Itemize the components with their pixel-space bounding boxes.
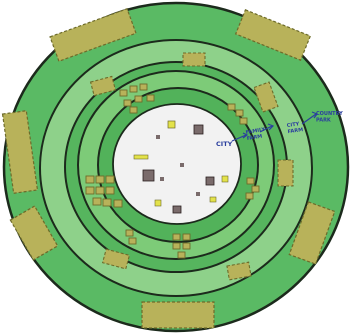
plot — [102, 198, 112, 207]
building-yellow — [133, 154, 149, 160]
plot — [227, 103, 236, 111]
plot — [139, 83, 148, 91]
field — [277, 159, 294, 187]
plot — [177, 251, 186, 259]
field — [234, 9, 312, 61]
building — [160, 177, 164, 181]
building — [172, 205, 182, 214]
building-yellow — [221, 175, 229, 183]
plot — [123, 99, 132, 107]
plot — [125, 229, 134, 237]
field — [1, 110, 39, 194]
building — [180, 163, 184, 167]
arrow-icon — [259, 125, 273, 133]
zone-labels: CITY FAMILYFARM CITYFARM COUNTRY PARK — [216, 111, 343, 148]
field — [288, 201, 336, 265]
label-country-park: COUNTRY PARK — [316, 111, 343, 123]
building-yellow — [154, 199, 162, 207]
plot — [113, 199, 123, 208]
field — [9, 205, 59, 261]
arrow-icon — [267, 123, 275, 131]
plot — [95, 175, 105, 184]
field — [89, 75, 117, 97]
plot — [105, 186, 115, 195]
plot — [245, 192, 254, 200]
building — [156, 135, 160, 139]
plot — [172, 242, 181, 250]
plot — [105, 175, 115, 184]
plot — [119, 89, 128, 97]
family-farm-plots — [85, 83, 260, 259]
label-country-park-line-1: COUNTRY — [316, 111, 343, 117]
plot — [129, 106, 138, 114]
building-yellow — [167, 120, 176, 129]
plot — [134, 95, 143, 103]
field — [182, 52, 206, 67]
plot — [251, 185, 260, 193]
arrow-icon — [301, 113, 317, 125]
arrow-icon — [242, 132, 249, 139]
plot — [92, 197, 102, 206]
city-buildings — [133, 120, 229, 214]
field — [141, 301, 215, 329]
label-city-farm-line-2: FARM — [287, 127, 303, 135]
plot — [182, 242, 191, 250]
label-family-farm: FAMILYFARM — [245, 127, 267, 143]
plot — [239, 117, 248, 125]
building — [142, 169, 155, 182]
plot — [85, 175, 95, 184]
building — [196, 192, 200, 196]
label-country-park-line-2: PARK — [316, 117, 332, 123]
plot — [246, 177, 255, 185]
label-city-farm: CITYFARM — [286, 121, 303, 135]
field — [253, 81, 279, 113]
plot — [146, 94, 155, 102]
field — [49, 7, 137, 63]
plot — [85, 186, 95, 195]
plot — [172, 233, 181, 241]
field — [226, 261, 252, 281]
label-arrows — [231, 111, 318, 142]
arrow-icon — [231, 134, 247, 142]
plot — [235, 109, 244, 117]
plot — [182, 233, 191, 241]
building — [205, 176, 215, 186]
city-farm-fields — [89, 52, 294, 281]
label-family-farm-line-1: FAMILY — [245, 127, 266, 136]
field — [101, 248, 131, 270]
plot — [128, 237, 137, 245]
city-core — [112, 103, 242, 225]
building — [193, 124, 204, 135]
label-city-farm-line-1: CITY — [286, 121, 300, 129]
plot — [129, 85, 138, 93]
plot — [95, 186, 105, 195]
country-park-fields — [1, 7, 336, 329]
label-city: CITY — [216, 140, 233, 148]
arrow-icon — [311, 111, 318, 119]
label-family-farm-line-2: FARM — [246, 134, 262, 143]
building-yellow — [209, 196, 217, 203]
